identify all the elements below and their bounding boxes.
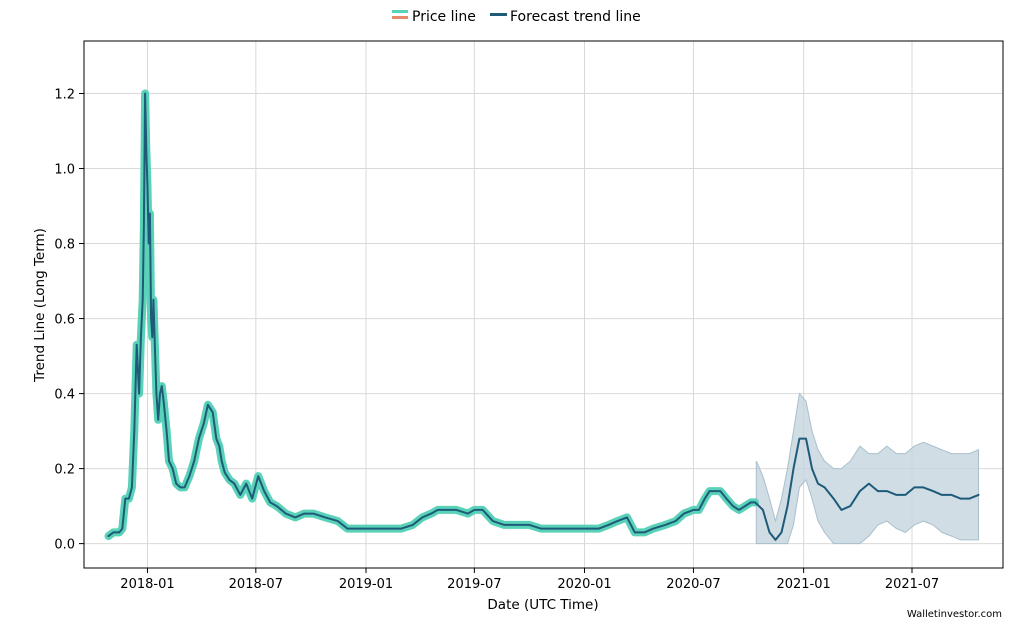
y-tick-label: 0.2 [54,463,75,478]
x-axis-label: Date (UTC Time) [487,597,598,613]
legend-label-price: Price line [412,9,476,25]
legend-swatch-trend [490,13,507,16]
x-tick-label: 2018-01 [120,577,174,592]
y-axis-label: Trend Line (Long Term) [32,228,48,383]
confidence-band [755,392,979,545]
forecast-trend-line [107,92,980,541]
watermark: Walletinvestor.com [907,609,1002,620]
legend-swatch-price-bottom [392,16,408,19]
legend: Price line Forecast trend line [392,9,641,25]
y-tick-label: 1.0 [54,163,75,178]
legend-swatch-price-top [392,10,408,13]
y-axis: 0.0 0.2 0.4 0.6 0.8 1.0 1.2 [54,88,84,553]
x-tick-label: 2019-01 [339,577,393,592]
legend-label-trend: Forecast trend line [510,9,641,25]
x-tick-label: 2018-07 [229,577,283,592]
y-tick-label: 0.6 [54,313,75,328]
x-tick-label: 2021-07 [885,577,939,592]
legend-item-trend[interactable]: Forecast trend line [490,9,641,25]
legend-item-price[interactable]: Price line [392,9,476,25]
plot-frame [83,40,1004,569]
series-layer [104,89,980,541]
y-tick-label: 1.2 [54,88,75,103]
y-tick-label: 0.4 [54,388,75,403]
y-tick-label: 0.8 [54,238,75,253]
x-tick-label: 2020-01 [557,577,611,592]
confidence-band-layer [755,392,979,545]
x-axis: 2018-01 2018-07 2019-01 2019-07 2020-01 2020-… [120,568,939,592]
y-tick-label: 0.0 [54,538,75,553]
price-line [104,89,760,541]
x-tick-label: 2021-01 [776,577,830,592]
x-tick-label: 2019-07 [447,577,501,592]
x-tick-label: 2020-07 [666,577,720,592]
